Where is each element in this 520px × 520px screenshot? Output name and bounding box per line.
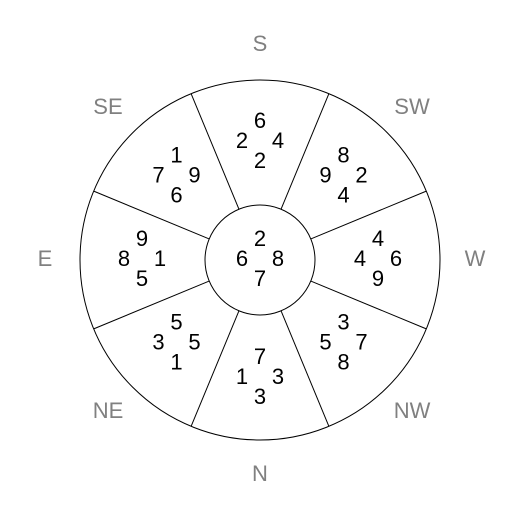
spoke xyxy=(191,94,239,209)
sector-SW-bottom: 4 xyxy=(337,182,349,207)
sector-E-left: 8 xyxy=(118,246,130,271)
sector-NW-left: 5 xyxy=(319,329,331,354)
sector-NW-top: 3 xyxy=(337,309,349,334)
center-bottom: 7 xyxy=(254,266,266,291)
sector-W-right: 6 xyxy=(390,246,402,271)
sector-SE-top: 1 xyxy=(170,142,182,167)
sector-W-left: 4 xyxy=(354,246,366,271)
spoke xyxy=(191,311,239,426)
sector-E-right: 1 xyxy=(154,246,166,271)
dir-label-NW: NW xyxy=(394,398,431,423)
dir-label-SW: SW xyxy=(394,94,430,119)
sector-W-bottom: 9 xyxy=(372,266,384,291)
dir-label-SE: SE xyxy=(93,94,122,119)
sector-N-left: 1 xyxy=(236,364,248,389)
sector-SW-left: 9 xyxy=(319,162,331,187)
sector-E-top: 9 xyxy=(136,226,148,251)
spoke xyxy=(281,94,329,209)
spoke xyxy=(94,281,209,329)
sector-SE-left: 7 xyxy=(152,162,164,187)
sector-NE-right: 5 xyxy=(188,329,200,354)
center-right: 8 xyxy=(272,246,284,271)
dir-label-E: E xyxy=(38,246,53,271)
dir-label-S: S xyxy=(253,31,268,56)
spoke xyxy=(94,191,209,239)
dir-label-N: N xyxy=(252,461,268,486)
dir-label-NE: NE xyxy=(93,398,124,423)
sector-NW-bottom: 8 xyxy=(337,349,349,374)
sector-NE-left: 3 xyxy=(152,329,164,354)
sector-E-bottom: 5 xyxy=(136,266,148,291)
dir-label-W: W xyxy=(465,246,486,271)
sector-SW-top: 8 xyxy=(337,142,349,167)
flying-star-chart: 6242S8924SW4469W3578NW7133N5351NE9815E17… xyxy=(0,0,520,520)
sector-SE-bottom: 6 xyxy=(170,182,182,207)
sector-N-top: 7 xyxy=(254,344,266,369)
spoke xyxy=(311,281,426,329)
center-left: 6 xyxy=(236,246,248,271)
sector-N-bottom: 3 xyxy=(254,384,266,409)
sector-S-top: 6 xyxy=(254,108,266,133)
sector-NE-bottom: 1 xyxy=(170,349,182,374)
sector-S-left: 2 xyxy=(236,128,248,153)
sector-NW-right: 7 xyxy=(355,329,367,354)
sector-SE-right: 9 xyxy=(188,162,200,187)
sector-S-right: 4 xyxy=(272,128,284,153)
sector-NE-top: 5 xyxy=(170,309,182,334)
spoke xyxy=(281,311,329,426)
sector-N-right: 3 xyxy=(272,364,284,389)
sector-S-bottom: 2 xyxy=(254,148,266,173)
spoke xyxy=(311,191,426,239)
inner-circle xyxy=(205,205,315,315)
sector-SW-right: 2 xyxy=(355,162,367,187)
center-top: 2 xyxy=(254,226,266,251)
sector-W-top: 4 xyxy=(372,226,384,251)
